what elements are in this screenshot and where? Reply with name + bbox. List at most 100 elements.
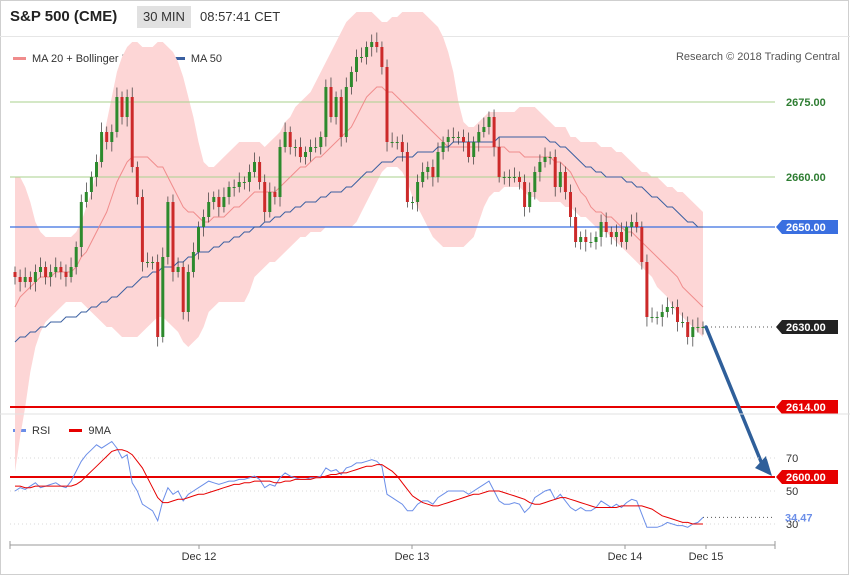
candle xyxy=(691,319,695,347)
candle xyxy=(74,241,78,275)
candle-body xyxy=(686,322,690,337)
legend-ma50: MA 50 xyxy=(171,53,222,65)
candle-body xyxy=(176,267,180,272)
candle xyxy=(507,169,511,187)
rsi-ma-line xyxy=(15,449,703,525)
candle-body xyxy=(507,177,511,178)
candle-body xyxy=(502,177,506,178)
candle-body xyxy=(462,137,465,142)
candle-body xyxy=(110,132,114,142)
candle xyxy=(385,59,389,152)
candle xyxy=(334,91,338,125)
candle xyxy=(283,122,287,153)
price-label-text: 2614.00 xyxy=(786,402,826,414)
candle xyxy=(309,139,313,162)
candle-body xyxy=(212,197,216,202)
candle-body xyxy=(207,202,211,217)
candle-body xyxy=(497,147,501,177)
legend-ma20-swatch xyxy=(13,57,26,60)
candle-body xyxy=(533,172,537,192)
candle xyxy=(477,124,481,152)
timeframe-badge[interactable]: 30 MIN xyxy=(137,6,191,28)
candle xyxy=(212,191,216,210)
candle xyxy=(314,137,318,153)
candle xyxy=(339,89,343,147)
candle-body xyxy=(446,137,450,142)
candle-body xyxy=(630,222,634,227)
candle-body xyxy=(523,182,527,207)
candle-body xyxy=(95,162,98,177)
candle xyxy=(569,184,572,227)
ma50-line xyxy=(14,136,703,343)
candle-body xyxy=(247,172,251,182)
candle xyxy=(467,132,471,163)
candle-body xyxy=(681,322,685,323)
rsi-tick-label: 70 xyxy=(786,453,798,465)
candle xyxy=(370,34,374,57)
candle xyxy=(217,189,221,217)
candle-body xyxy=(69,267,73,277)
candle-body xyxy=(512,177,516,178)
candle xyxy=(151,256,155,270)
candle xyxy=(553,149,557,197)
candle xyxy=(686,316,690,345)
candle xyxy=(360,47,363,63)
candle xyxy=(161,247,165,343)
candle-body xyxy=(298,147,302,157)
candle xyxy=(620,222,623,248)
price-label-badge xyxy=(776,320,838,334)
candle-body xyxy=(441,142,445,152)
candle-body xyxy=(670,307,674,308)
candle-body xyxy=(18,277,22,282)
candle xyxy=(237,172,241,193)
time-tick-label: Dec 13 xyxy=(395,551,430,563)
candle xyxy=(319,131,323,155)
candle xyxy=(650,307,654,323)
instrument-title: S&P 500 (CME) xyxy=(10,8,118,25)
candle-body xyxy=(314,147,318,148)
candle xyxy=(95,154,98,187)
legend-rsi-ma: 9MA xyxy=(69,425,111,437)
candle-body xyxy=(620,232,623,242)
candle xyxy=(436,142,440,183)
candle xyxy=(400,134,404,162)
candle-body xyxy=(640,227,644,262)
price-label-text: 2650.00 xyxy=(786,222,826,234)
candle-body xyxy=(701,327,705,328)
price-label-support: 2600.00 xyxy=(776,470,838,484)
candle-body xyxy=(115,97,119,132)
legend-rsi-ma-label: 9MA xyxy=(88,424,112,437)
candle-body xyxy=(411,202,414,203)
candle-body xyxy=(635,222,639,227)
candle xyxy=(645,254,649,327)
candle-body xyxy=(334,97,338,117)
candle-body xyxy=(574,217,578,242)
candle-body xyxy=(171,202,175,272)
rsi-line xyxy=(14,440,704,528)
ma20-line xyxy=(14,86,704,308)
candle xyxy=(625,221,629,250)
candle-body xyxy=(89,177,93,192)
candle xyxy=(115,87,119,138)
bollinger-band-area xyxy=(15,12,703,472)
price-label-text: 2600.00 xyxy=(786,472,826,484)
candle xyxy=(79,194,83,257)
price-label-resistance: 2675.00 xyxy=(786,97,826,109)
candle xyxy=(614,224,618,247)
candle-body xyxy=(319,137,323,147)
candle-body xyxy=(487,117,491,127)
time-tick-label: Dec 12 xyxy=(182,551,217,563)
candle-body xyxy=(548,157,552,158)
candle-body xyxy=(273,192,277,197)
candle xyxy=(64,264,68,287)
candle xyxy=(543,147,547,168)
candle xyxy=(574,207,578,248)
candle-body xyxy=(242,182,246,183)
candle xyxy=(304,146,307,165)
candle xyxy=(696,317,700,333)
candle-body xyxy=(130,97,134,167)
candle xyxy=(110,124,114,152)
candle-body xyxy=(237,182,241,187)
candle xyxy=(69,257,73,283)
candle-body xyxy=(181,267,185,312)
